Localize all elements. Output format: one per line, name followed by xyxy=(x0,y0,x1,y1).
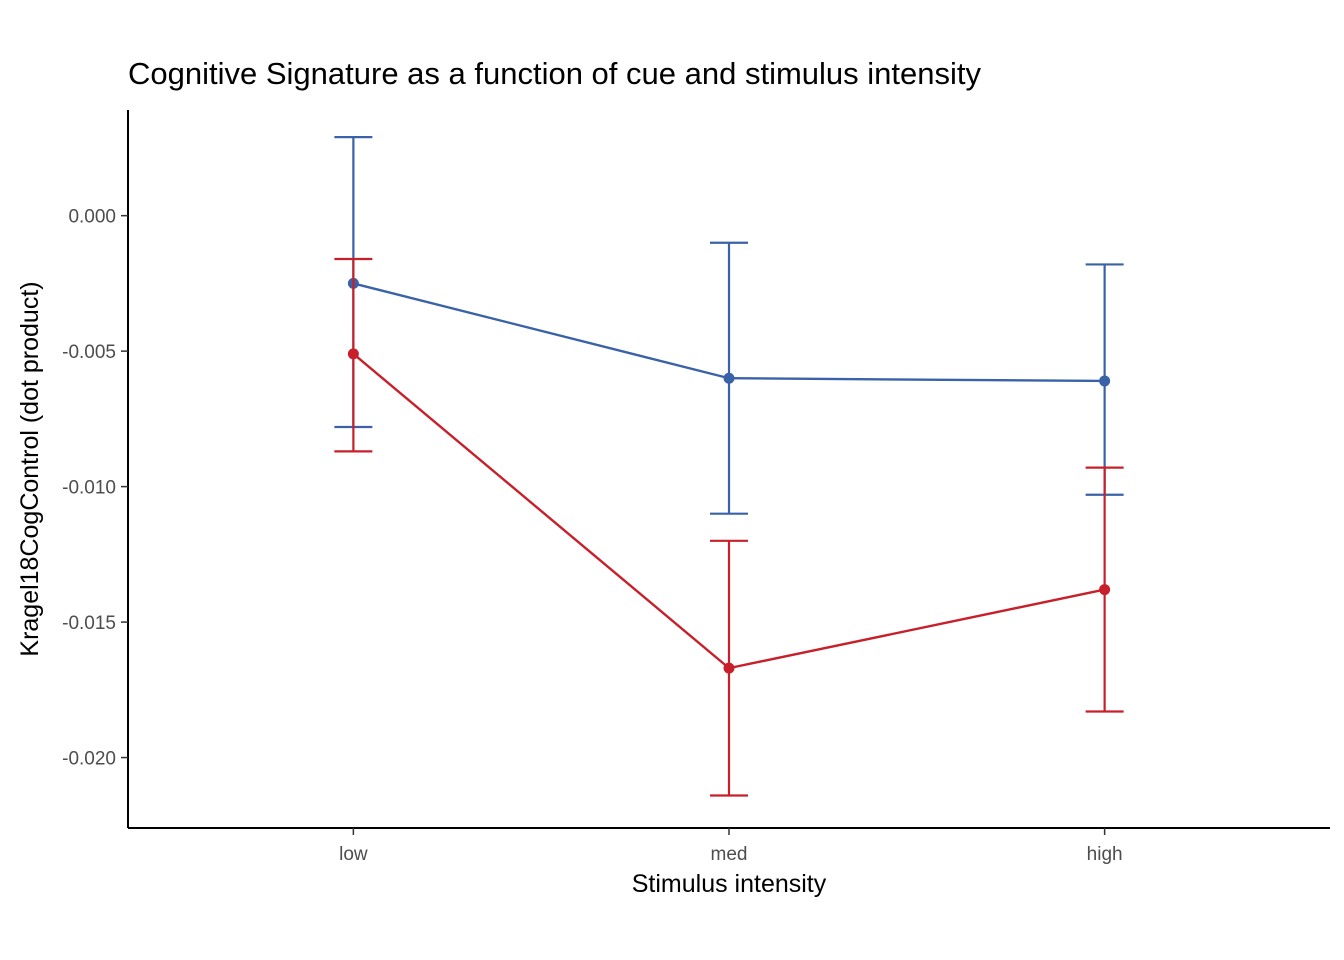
data-point xyxy=(723,662,735,674)
x-ticks: low med high xyxy=(339,828,1123,865)
y-tick-label: 0.000 xyxy=(68,207,116,228)
y-tick-label: -0.020 xyxy=(62,749,116,770)
x-tick-label: med xyxy=(711,844,748,865)
x-tick-label: high xyxy=(1087,844,1123,865)
series-1 xyxy=(334,135,1124,515)
data-point xyxy=(1099,375,1111,387)
series-2 xyxy=(334,257,1124,797)
data-point xyxy=(723,372,735,384)
chart-title: Cognitive Signature as a function of cue… xyxy=(128,56,981,91)
y-tick-label: -0.015 xyxy=(62,613,116,634)
y-ticks: 0.000 -0.005 -0.010 -0.015 -0.020 xyxy=(62,207,128,770)
x-tick-label: low xyxy=(339,844,368,865)
y-tick-label: -0.005 xyxy=(62,342,116,363)
data-point xyxy=(347,348,359,360)
y-tick-label: -0.010 xyxy=(62,478,116,499)
x-axis-title: Stimulus intensity xyxy=(632,870,827,898)
series-layer xyxy=(334,135,1124,797)
data-point xyxy=(1099,584,1111,596)
y-axis-title: Kragel18CogControl (dot product) xyxy=(16,281,44,656)
